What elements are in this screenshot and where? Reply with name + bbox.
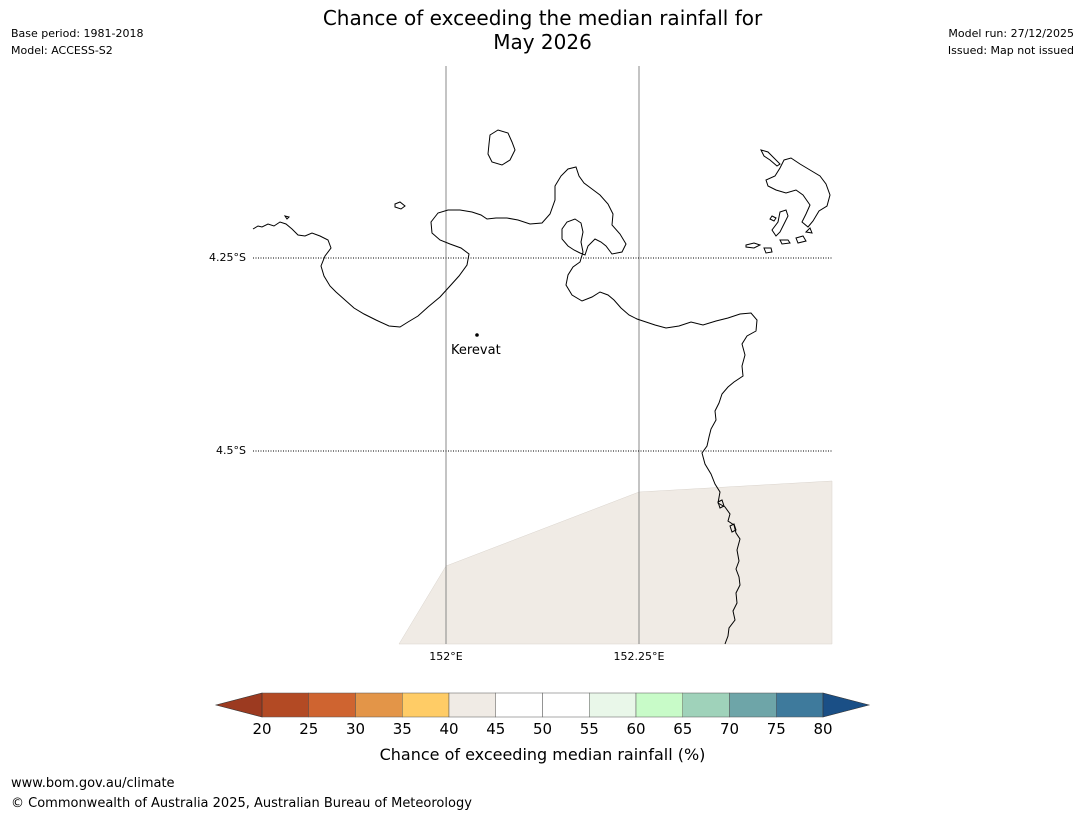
footer-url[interactable]: www.bom.gov.au/climate [11, 776, 175, 791]
colorbar-under-arrow [214, 692, 263, 718]
colorbar-bin-75-80 [776, 692, 824, 718]
colorbar-tick-55: 55 [579, 720, 599, 738]
coastline-main [252, 166, 758, 645]
colorbar-tick-50: 50 [532, 720, 553, 738]
coastline-islets-east [745, 209, 813, 254]
colorbar-tick-40: 40 [439, 720, 459, 738]
colorbar-bin-35-40 [402, 692, 450, 718]
title-line-2: May 2026 [493, 30, 592, 54]
colorbar-tick-25: 25 [299, 720, 319, 738]
colorbar-tick-30: 30 [345, 720, 366, 738]
colorbar-bin-50-55 [542, 692, 590, 718]
coastline-island-north [487, 129, 516, 166]
colorbar-bin-30-35 [355, 692, 403, 718]
base-period: Base period: 1981-2018 [11, 27, 144, 40]
place-label-kerevat: Kerevat [451, 343, 501, 358]
coastline-islet-3 [717, 499, 737, 533]
colorbar-tick-35: 35 [392, 720, 412, 738]
lon-label-152-25: 152.25°E [613, 650, 665, 663]
colorbar-bin-70-75 [729, 692, 777, 718]
lon-label-152: 152°E [429, 650, 463, 663]
colorbar-tick-20: 20 [252, 720, 272, 738]
colorbar-bin-40-45 [448, 692, 496, 718]
lat-label-4-25: 4.25°S [209, 251, 246, 264]
colorbar-bins [261, 692, 824, 718]
colorbar-tick-70: 70 [719, 720, 740, 738]
kerevat-marker [475, 333, 479, 337]
model-run: Model run: 27/12/2025 [948, 27, 1074, 40]
issued-status: Issued: Map not issued [947, 44, 1074, 57]
colorbar-bin-60-65 [635, 692, 683, 718]
model-name: Model: ACCESS-S2 [11, 44, 113, 57]
colorbar-tick-80: 80 [813, 720, 833, 738]
colorbar-over-arrow [822, 692, 871, 718]
colorbar-label: Chance of exceeding median rainfall (%) [379, 745, 706, 764]
colorbar-bin-25-30 [308, 692, 356, 718]
lat-label-4-5: 4.5°S [216, 444, 246, 457]
coastline-islet-1 [394, 201, 406, 210]
coastline-duke-of-york [760, 149, 831, 228]
coastline-islet-2 [283, 215, 290, 220]
colorbar-bin-45-50 [495, 692, 543, 718]
page-title: Chance of exceeding the median rainfall … [0, 6, 1085, 54]
colorbar-tick-75: 75 [766, 720, 786, 738]
colorbar-bin-55-60 [589, 692, 637, 718]
colorbar-tick-65: 65 [673, 720, 693, 738]
colorbar-tick-45: 45 [486, 720, 506, 738]
footer-copyright: © Commonwealth of Australia 2025, Austra… [11, 796, 472, 811]
coastline [252, 129, 831, 645]
colorbar [214, 692, 871, 718]
colorbar-bin-65-70 [682, 692, 730, 718]
shaded-region [398, 480, 833, 645]
colorbar-bin-20-25 [261, 692, 309, 718]
title-line-1: Chance of exceeding the median rainfall … [322, 6, 763, 30]
colorbar-tick-60: 60 [626, 720, 646, 738]
